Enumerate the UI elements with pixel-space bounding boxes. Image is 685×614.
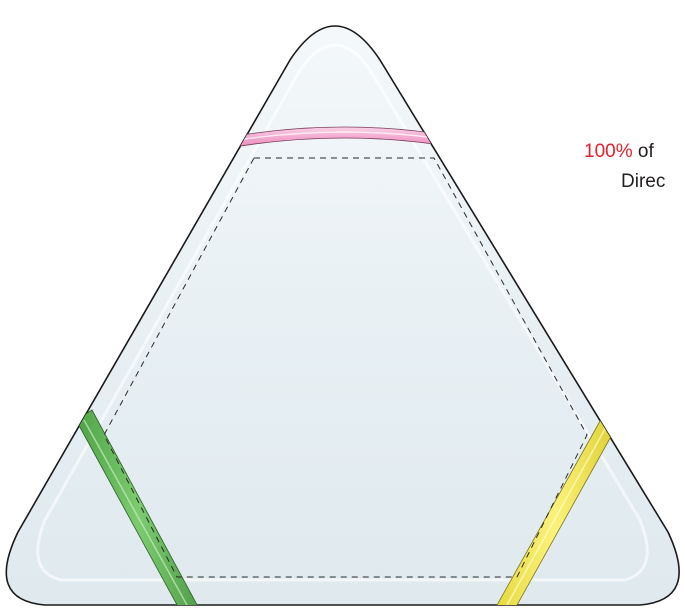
body-highlight bbox=[36, 43, 649, 582]
note-line-1-rest: of bbox=[633, 141, 655, 162]
note-percent: 100% bbox=[584, 141, 633, 162]
note-line-1: 100% of bbox=[584, 141, 654, 162]
highlighter-body bbox=[5, 25, 680, 606]
imprint-area bbox=[103, 157, 588, 578]
note-line-2: Direc bbox=[621, 171, 665, 192]
